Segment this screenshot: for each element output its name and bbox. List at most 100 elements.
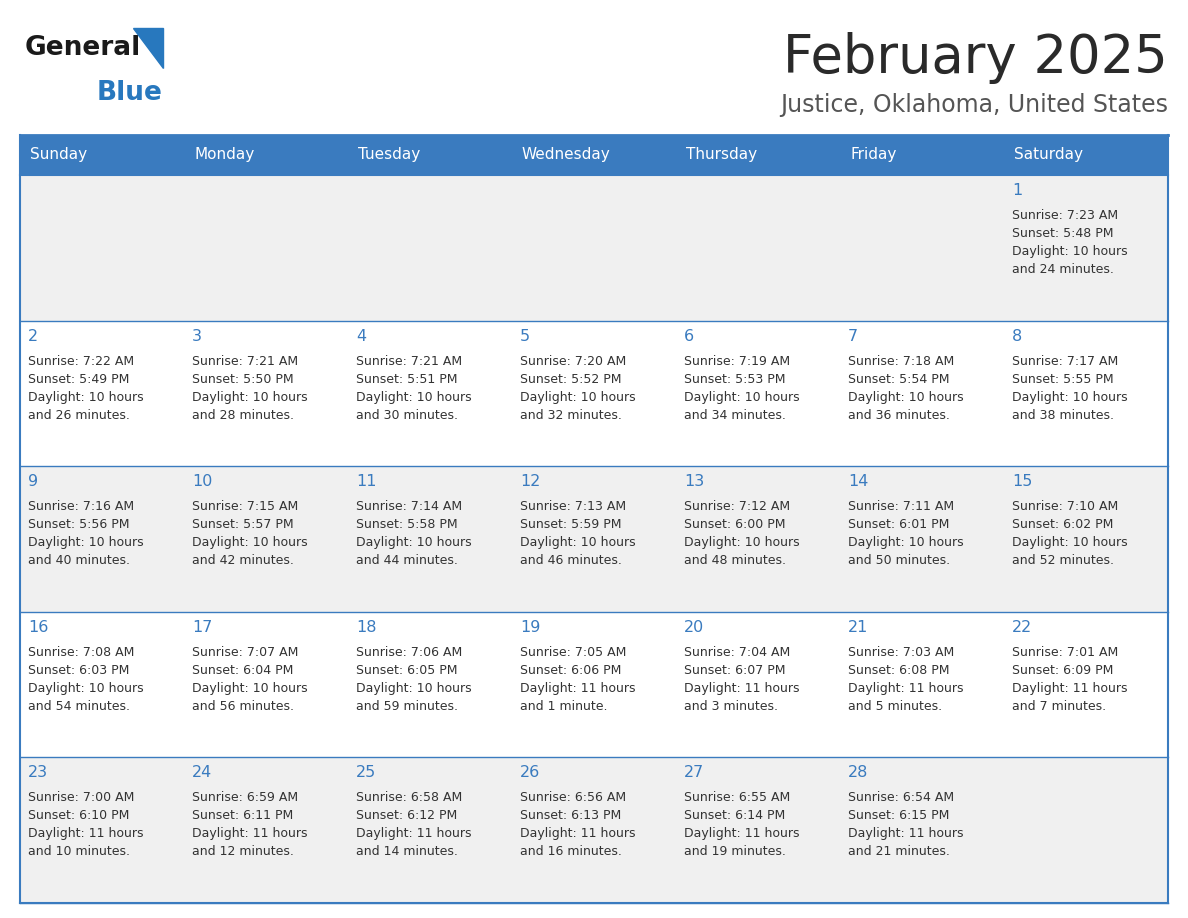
Text: Sunset: 6:03 PM: Sunset: 6:03 PM bbox=[29, 664, 129, 677]
Text: Daylight: 11 hours: Daylight: 11 hours bbox=[684, 827, 800, 840]
Text: and 24 minutes.: and 24 minutes. bbox=[1012, 263, 1114, 276]
Text: Sunrise: 6:55 AM: Sunrise: 6:55 AM bbox=[684, 791, 790, 804]
Text: 17: 17 bbox=[192, 620, 213, 635]
Text: Sunset: 6:15 PM: Sunset: 6:15 PM bbox=[848, 810, 949, 823]
Text: and 14 minutes.: and 14 minutes. bbox=[356, 845, 457, 858]
Text: Sunset: 6:02 PM: Sunset: 6:02 PM bbox=[1012, 518, 1113, 532]
Text: and 30 minutes.: and 30 minutes. bbox=[356, 409, 459, 421]
Text: Sunset: 6:00 PM: Sunset: 6:00 PM bbox=[684, 518, 785, 532]
Text: Sunrise: 7:14 AM: Sunrise: 7:14 AM bbox=[356, 500, 462, 513]
Text: 19: 19 bbox=[520, 620, 541, 635]
Text: Sunrise: 7:16 AM: Sunrise: 7:16 AM bbox=[29, 500, 134, 513]
Bar bbox=[512, 175, 676, 320]
Text: Sunrise: 7:17 AM: Sunrise: 7:17 AM bbox=[1012, 354, 1118, 367]
Text: Sunrise: 7:07 AM: Sunrise: 7:07 AM bbox=[192, 645, 298, 659]
Text: Friday: Friday bbox=[849, 148, 897, 162]
Text: Sunday: Sunday bbox=[30, 148, 87, 162]
Text: Sunrise: 7:21 AM: Sunrise: 7:21 AM bbox=[356, 354, 462, 367]
Bar bbox=[348, 611, 512, 757]
Text: Sunset: 6:06 PM: Sunset: 6:06 PM bbox=[520, 664, 621, 677]
Text: and 5 minutes.: and 5 minutes. bbox=[848, 700, 942, 712]
Text: Sunset: 6:01 PM: Sunset: 6:01 PM bbox=[848, 518, 949, 532]
Text: Daylight: 10 hours: Daylight: 10 hours bbox=[192, 390, 308, 404]
Text: Sunrise: 7:22 AM: Sunrise: 7:22 AM bbox=[29, 354, 134, 367]
Bar bbox=[840, 320, 1004, 466]
Text: Sunset: 5:54 PM: Sunset: 5:54 PM bbox=[848, 373, 949, 386]
Bar bbox=[512, 611, 676, 757]
Bar bbox=[512, 757, 676, 903]
Text: Sunrise: 7:00 AM: Sunrise: 7:00 AM bbox=[29, 791, 134, 804]
Text: Daylight: 11 hours: Daylight: 11 hours bbox=[848, 827, 963, 840]
Text: 1: 1 bbox=[1012, 183, 1022, 198]
Text: Sunrise: 7:01 AM: Sunrise: 7:01 AM bbox=[1012, 645, 1118, 659]
Text: Sunset: 6:04 PM: Sunset: 6:04 PM bbox=[192, 664, 293, 677]
Text: and 42 minutes.: and 42 minutes. bbox=[192, 554, 293, 567]
Text: 22: 22 bbox=[1012, 620, 1032, 635]
Text: Daylight: 10 hours: Daylight: 10 hours bbox=[684, 536, 800, 549]
Bar bbox=[1004, 135, 1168, 175]
Text: and 19 minutes.: and 19 minutes. bbox=[684, 845, 786, 858]
Text: 9: 9 bbox=[29, 475, 38, 489]
Text: Sunrise: 7:19 AM: Sunrise: 7:19 AM bbox=[684, 354, 790, 367]
Text: and 44 minutes.: and 44 minutes. bbox=[356, 554, 457, 567]
Bar bbox=[348, 466, 512, 611]
Text: Sunrise: 7:21 AM: Sunrise: 7:21 AM bbox=[192, 354, 298, 367]
Text: and 36 minutes.: and 36 minutes. bbox=[848, 409, 950, 421]
Text: and 32 minutes.: and 32 minutes. bbox=[520, 409, 621, 421]
Bar bbox=[512, 320, 676, 466]
Bar bbox=[20, 466, 184, 611]
Bar bbox=[20, 757, 184, 903]
Text: Daylight: 11 hours: Daylight: 11 hours bbox=[848, 682, 963, 695]
Bar bbox=[676, 175, 840, 320]
Text: Blue: Blue bbox=[97, 80, 163, 106]
Text: 24: 24 bbox=[192, 766, 213, 780]
Bar bbox=[348, 175, 512, 320]
Bar bbox=[184, 466, 348, 611]
Bar bbox=[20, 611, 184, 757]
Text: Sunset: 5:56 PM: Sunset: 5:56 PM bbox=[29, 518, 129, 532]
Text: and 28 minutes.: and 28 minutes. bbox=[192, 409, 293, 421]
Text: and 1 minute.: and 1 minute. bbox=[520, 700, 607, 712]
Text: Wednesday: Wednesday bbox=[522, 148, 611, 162]
Text: 12: 12 bbox=[520, 475, 541, 489]
Text: and 38 minutes.: and 38 minutes. bbox=[1012, 409, 1114, 421]
Bar bbox=[1004, 320, 1168, 466]
Text: and 46 minutes.: and 46 minutes. bbox=[520, 554, 621, 567]
Text: Sunset: 5:55 PM: Sunset: 5:55 PM bbox=[1012, 373, 1113, 386]
Text: Sunrise: 7:20 AM: Sunrise: 7:20 AM bbox=[520, 354, 626, 367]
Text: 6: 6 bbox=[684, 329, 694, 343]
Text: and 16 minutes.: and 16 minutes. bbox=[520, 845, 621, 858]
Text: 23: 23 bbox=[29, 766, 49, 780]
Text: Daylight: 10 hours: Daylight: 10 hours bbox=[29, 536, 144, 549]
Text: 25: 25 bbox=[356, 766, 377, 780]
Text: 10: 10 bbox=[192, 475, 213, 489]
Bar bbox=[840, 175, 1004, 320]
Text: Daylight: 10 hours: Daylight: 10 hours bbox=[356, 390, 472, 404]
Bar bbox=[840, 611, 1004, 757]
Text: Sunset: 5:52 PM: Sunset: 5:52 PM bbox=[520, 373, 621, 386]
Text: Daylight: 10 hours: Daylight: 10 hours bbox=[356, 536, 472, 549]
Text: and 3 minutes.: and 3 minutes. bbox=[684, 700, 778, 712]
Text: and 56 minutes.: and 56 minutes. bbox=[192, 700, 293, 712]
Text: Daylight: 10 hours: Daylight: 10 hours bbox=[684, 390, 800, 404]
Text: 14: 14 bbox=[848, 475, 868, 489]
Text: 16: 16 bbox=[29, 620, 49, 635]
Text: and 7 minutes.: and 7 minutes. bbox=[1012, 700, 1106, 712]
Text: Daylight: 10 hours: Daylight: 10 hours bbox=[356, 682, 472, 695]
Bar bbox=[1004, 175, 1168, 320]
Bar bbox=[676, 611, 840, 757]
Text: and 12 minutes.: and 12 minutes. bbox=[192, 845, 293, 858]
Text: Sunset: 6:12 PM: Sunset: 6:12 PM bbox=[356, 810, 457, 823]
Text: Sunset: 6:09 PM: Sunset: 6:09 PM bbox=[1012, 664, 1113, 677]
Text: Daylight: 10 hours: Daylight: 10 hours bbox=[29, 682, 144, 695]
Text: and 59 minutes.: and 59 minutes. bbox=[356, 700, 459, 712]
Bar bbox=[184, 175, 348, 320]
Text: Daylight: 10 hours: Daylight: 10 hours bbox=[192, 536, 308, 549]
Bar bbox=[184, 135, 348, 175]
Text: Thursday: Thursday bbox=[685, 148, 757, 162]
Text: Daylight: 11 hours: Daylight: 11 hours bbox=[520, 682, 636, 695]
Text: Sunrise: 7:03 AM: Sunrise: 7:03 AM bbox=[848, 645, 954, 659]
Text: Daylight: 11 hours: Daylight: 11 hours bbox=[356, 827, 472, 840]
Text: Sunrise: 7:18 AM: Sunrise: 7:18 AM bbox=[848, 354, 954, 367]
Text: Sunrise: 6:58 AM: Sunrise: 6:58 AM bbox=[356, 791, 462, 804]
